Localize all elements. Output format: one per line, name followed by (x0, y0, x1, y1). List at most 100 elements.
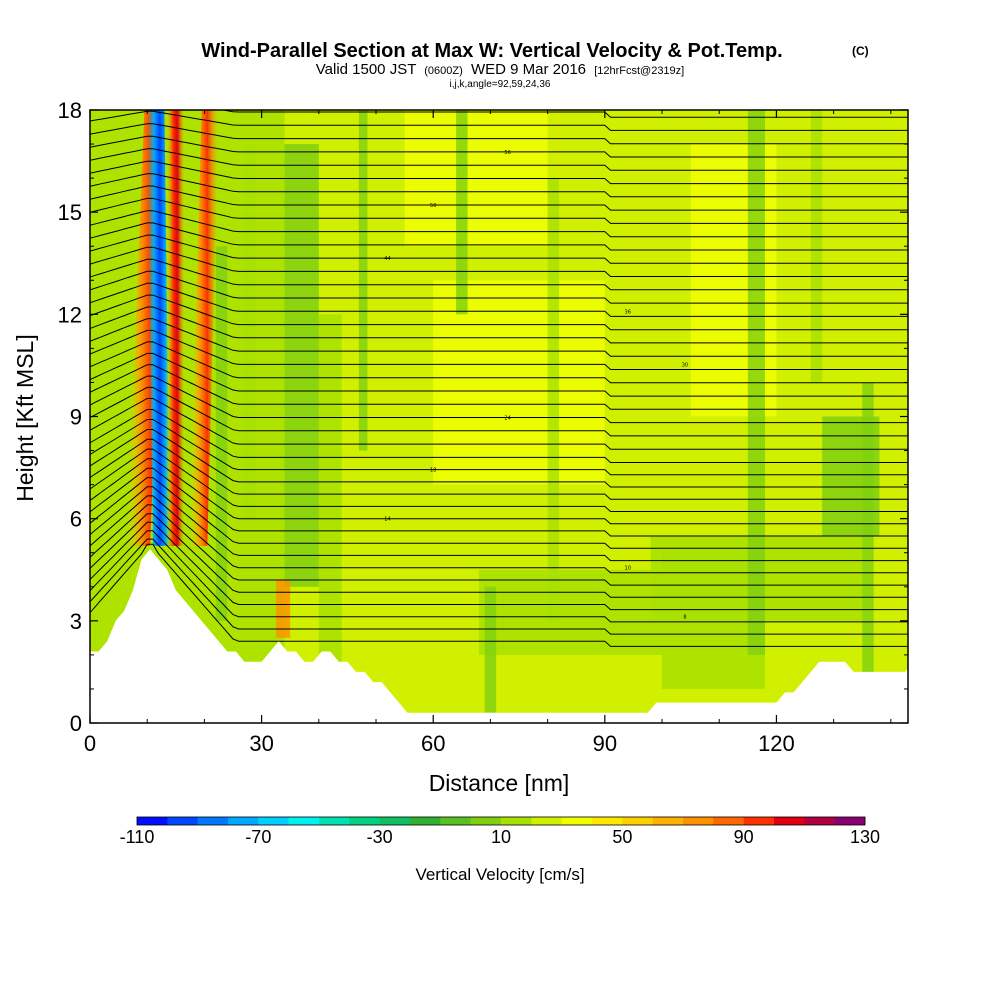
chart-indices: i,j,k,angle=92,59,24,36 (450, 79, 551, 90)
theta-contour-label: 44 (384, 256, 390, 262)
theta-contour (90, 364, 908, 410)
theta-contour (90, 438, 908, 500)
theta-contour-label: 24 (504, 416, 510, 422)
colorbar-swatch (774, 817, 805, 825)
velocity-streak (244, 144, 256, 519)
theta-contour-label: 56 (504, 150, 510, 156)
y-tick-label: 0 (70, 711, 82, 736)
colorbar-swatch (652, 817, 684, 825)
velocity-streak (275, 579, 291, 638)
theta-contour-label: 14 (384, 517, 390, 523)
chart-title-mark: (C) (852, 44, 869, 58)
theta-contour-label: 8 (683, 615, 686, 621)
colorbar-swatch (834, 817, 866, 825)
y-tick-label: 3 (70, 609, 82, 634)
colorbar-swatch (197, 817, 229, 825)
colorbar-swatch (592, 817, 623, 825)
theta-contour (90, 530, 908, 623)
colorbar-swatch (228, 817, 259, 825)
theta-contour (90, 329, 908, 370)
colorbar-swatch (561, 817, 593, 825)
colorbar-swatch (713, 817, 744, 825)
theta-contour (90, 486, 908, 562)
x-tick-label: 90 (593, 731, 617, 756)
colorbar-swatch (379, 817, 411, 825)
colorbar-frame (136, 816, 866, 826)
colorbar-swatch (349, 817, 380, 825)
colorbar-label: 90 (734, 827, 754, 847)
theta-contour (90, 173, 908, 198)
colorbar-swatch (743, 817, 775, 825)
theta-contour (90, 222, 908, 251)
theta-contour (90, 210, 908, 238)
velocity-streak (358, 110, 368, 451)
theta-contour (90, 294, 908, 331)
velocity-streak (547, 178, 560, 621)
colorbar-label: 10 (491, 827, 511, 847)
theta-contour (90, 513, 908, 598)
colorbar-label: -70 (245, 827, 271, 847)
theta-contour (90, 477, 908, 549)
theta-contour (90, 409, 908, 463)
theta-contour (90, 521, 908, 611)
theta-contour (90, 458, 908, 525)
y-tick-label: 6 (70, 507, 82, 532)
theta-contour (90, 467, 908, 537)
subtitle-date: WED 9 Mar 2016 (471, 61, 586, 78)
subtitle-utc: (0600Z) (424, 65, 463, 77)
subtitle-forecast: [12hrFcst@2319z] (594, 65, 684, 77)
y-tick-label: 12 (58, 302, 82, 327)
colorbar-swatch (167, 817, 198, 825)
colorbar-label: 50 (612, 827, 632, 847)
x-axis-label: Distance [nm] (429, 770, 570, 796)
colorbar-swatch (470, 817, 502, 825)
subtitle-valid: Valid 1500 JST (316, 61, 416, 78)
colorbar-swatch (440, 817, 471, 825)
colorbar-swatch (258, 817, 289, 825)
theta-contour (90, 318, 908, 357)
colorbar-swatch (137, 817, 168, 825)
theta-contour (90, 135, 908, 158)
theta-contours (90, 110, 908, 647)
terrain (90, 549, 908, 723)
theta-contour (90, 341, 908, 384)
colorbar-title: Vertical Velocity [cm/s] (415, 865, 584, 884)
y-tick-label: 9 (70, 405, 82, 430)
theta-contour (90, 258, 908, 291)
theta-contour (90, 386, 908, 437)
y-tick-label: 18 (58, 98, 82, 123)
theta-contour (90, 197, 908, 224)
theta-contour (90, 160, 908, 185)
theta-contour (90, 234, 908, 264)
colorbar-label: 130 (850, 827, 880, 847)
theta-contour (90, 123, 908, 145)
theta-contour (90, 352, 908, 397)
colorbar-swatch (531, 817, 562, 825)
colorbar-label: -30 (367, 827, 393, 847)
velocity-band (284, 144, 319, 587)
theta-contour (90, 185, 908, 211)
velocity-plume (190, 110, 219, 546)
theta-contour (90, 270, 908, 304)
theta-contour-label: 36 (625, 309, 631, 315)
theta-contour-label: 18 (430, 468, 436, 474)
velocity-streak (215, 246, 228, 621)
x-tick-label: 120 (758, 731, 795, 756)
theta-contour (90, 538, 908, 635)
theta-contour (90, 375, 908, 424)
colorbar-swatch (288, 817, 320, 825)
theta-contour (90, 419, 908, 476)
chart-title: Wind-Parallel Section at Max W: Vertical… (201, 40, 782, 62)
theta-contour (90, 110, 908, 131)
theta-contour-label: 30 (682, 362, 688, 368)
theta-contour (90, 495, 908, 574)
velocity-streak (484, 586, 497, 713)
y-tick-label: 15 (58, 200, 82, 225)
colorbar-swatch (622, 817, 653, 825)
theta-contour (90, 504, 908, 586)
y-axis-label: Height [Kft MSL] (12, 334, 38, 501)
x-tick-label: 60 (421, 731, 445, 756)
velocity-streak (456, 110, 468, 315)
theta-contour (90, 429, 908, 488)
